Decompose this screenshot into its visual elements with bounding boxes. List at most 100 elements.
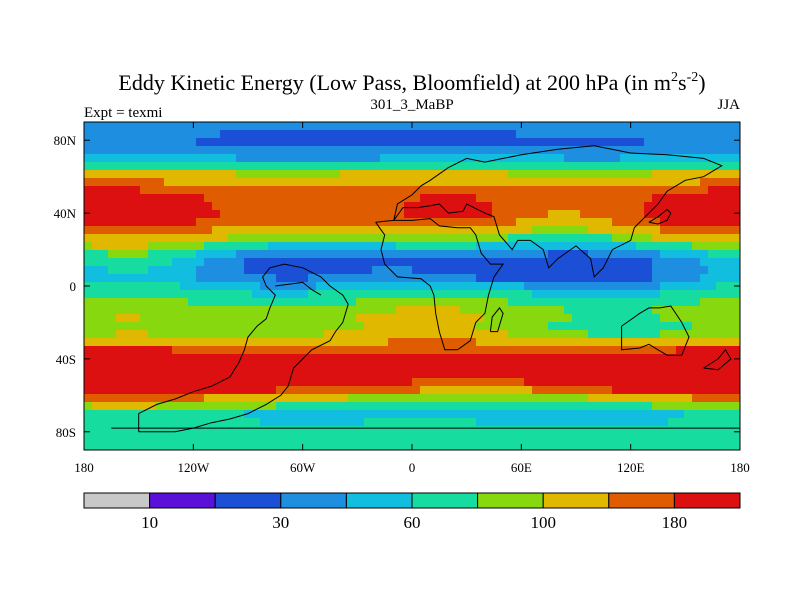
- field-cell: [660, 314, 740, 323]
- field-cell: [420, 386, 533, 395]
- field-cell: [84, 178, 165, 187]
- field-cell: [236, 170, 341, 179]
- field-cell: [84, 314, 117, 323]
- field-cell: [548, 322, 693, 331]
- field-cell: [532, 226, 589, 235]
- colorbar-box: [280, 492, 347, 509]
- field-cell: [84, 402, 93, 411]
- field-cell: [364, 418, 477, 427]
- field-cell: [220, 130, 517, 139]
- field-cell: [660, 226, 740, 235]
- field-cell: [692, 394, 740, 403]
- field-cell: [652, 194, 740, 203]
- field-cell: [668, 418, 740, 427]
- field-cell: [308, 274, 477, 283]
- field-cell: [244, 258, 653, 267]
- field-cell: [700, 258, 740, 267]
- field-cell: [84, 426, 740, 435]
- field-cell: [260, 282, 317, 291]
- field-cell: [644, 202, 740, 211]
- field-cell: [652, 258, 701, 267]
- field-cell: [84, 186, 141, 195]
- colorbar-label: 10: [141, 513, 158, 532]
- y-tick-label: 40N: [54, 206, 77, 221]
- field-cell: [708, 186, 740, 195]
- field-cell: [532, 386, 613, 395]
- field-cell: [84, 354, 740, 363]
- field-cell: [356, 298, 509, 307]
- field-cell: [524, 282, 661, 291]
- field-cell: [340, 170, 509, 179]
- ekin-field: [84, 122, 740, 450]
- field-cell: [84, 290, 253, 299]
- field-cell: [532, 290, 661, 299]
- field-cell: [508, 170, 653, 179]
- field-cell: [276, 402, 653, 411]
- field-cell: [644, 138, 740, 147]
- field-cell: [476, 194, 653, 203]
- field-cell: [116, 330, 149, 339]
- field-cell: [644, 210, 740, 219]
- field-cell: [564, 154, 621, 163]
- field-cell: [84, 330, 117, 339]
- field-cell: [84, 194, 205, 203]
- coastline: [621, 305, 690, 356]
- field-cell: [396, 306, 461, 315]
- field-cell: [516, 218, 613, 227]
- field-cell: [660, 290, 740, 299]
- colorbar-box: [149, 492, 216, 509]
- field-cell: [84, 282, 181, 291]
- field-cell: [220, 210, 405, 219]
- field-cell: [548, 210, 581, 219]
- field-cell: [148, 242, 205, 251]
- field-cell: [588, 226, 661, 235]
- colorbar-label: 180: [662, 513, 688, 532]
- field-cell: [156, 402, 277, 411]
- subtitle-left: Expt = texmi: [84, 105, 162, 121]
- field-cell: [580, 210, 645, 219]
- field-cell: [84, 410, 245, 419]
- field-cell: [84, 226, 213, 235]
- x-tick-label: 0: [409, 460, 416, 475]
- field-cell: [84, 130, 221, 139]
- field-cell: [84, 242, 93, 251]
- x-tick-label: 180: [74, 460, 94, 475]
- field-cell: [492, 210, 549, 219]
- field-cell: [84, 434, 740, 443]
- colorbar-box: [673, 492, 741, 509]
- x-tick-label: 120W: [177, 460, 210, 475]
- field-cell: [148, 266, 197, 275]
- field-cell: [700, 298, 740, 307]
- field-cell: [588, 394, 693, 403]
- field-cell: [516, 130, 740, 139]
- field-cell: [620, 154, 740, 163]
- field-cell: [412, 378, 525, 387]
- subtitle-right: JJA: [717, 97, 740, 113]
- field-cell: [684, 410, 740, 419]
- field-cell: [84, 306, 397, 315]
- field-cell: [84, 370, 740, 379]
- field-cell: [676, 346, 740, 355]
- field-cell: [484, 314, 573, 323]
- field-cell: [508, 298, 701, 307]
- field-cell: [84, 298, 189, 307]
- field-cell: [84, 218, 197, 227]
- field-cell: [356, 314, 485, 323]
- field-cell: [588, 250, 661, 259]
- coastline: [393, 145, 723, 278]
- y-tick-label: 80N: [54, 133, 77, 148]
- field-cell: [236, 154, 381, 163]
- field-cell: [84, 378, 413, 387]
- field-cell: [492, 202, 645, 211]
- field-cell: [84, 250, 109, 259]
- field-cell: [708, 250, 740, 259]
- chart-title-main: Eddy Kinetic Energy (Low Pass, Bloomfiel…: [118, 70, 671, 95]
- colorbar-box: [345, 492, 413, 509]
- y-tick-label: 40S: [56, 352, 76, 367]
- field-cell: [148, 250, 197, 259]
- field-cell: [84, 234, 229, 243]
- field-cell: [276, 274, 309, 283]
- field-cell: [388, 338, 477, 347]
- field-cell: [84, 322, 365, 331]
